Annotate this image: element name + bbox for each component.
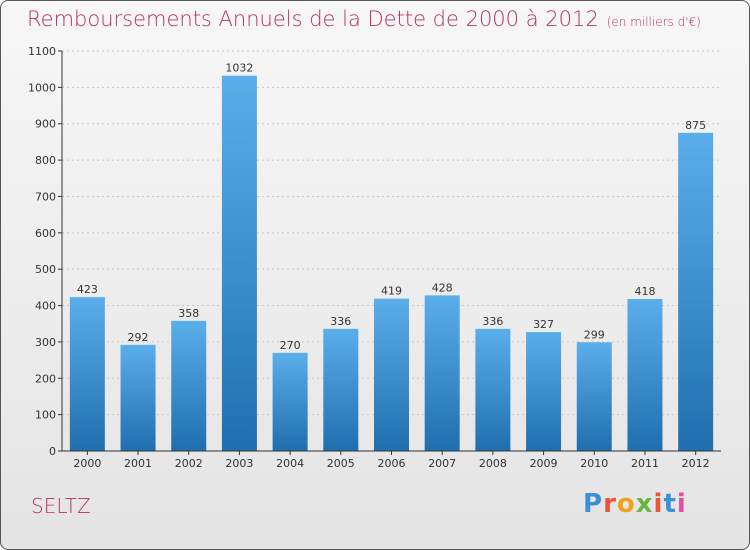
y-tick-label: 100 xyxy=(35,409,56,422)
bar-value-label: 292 xyxy=(128,331,149,344)
y-tick-label: 300 xyxy=(35,336,56,349)
logo-letter: o xyxy=(616,489,636,519)
commune-name: SELTZ xyxy=(31,494,91,518)
bar xyxy=(424,295,460,451)
y-tick-label: 700 xyxy=(35,190,56,203)
x-tick-label: 2006 xyxy=(378,457,406,470)
x-tick-label: 2008 xyxy=(479,457,507,470)
bar-value-label: 1032 xyxy=(225,62,253,75)
y-tick-label: 400 xyxy=(35,300,56,313)
bar xyxy=(323,328,359,451)
bar xyxy=(69,297,105,451)
bar xyxy=(627,299,663,451)
y-tick-label: 500 xyxy=(35,263,56,276)
bar-value-label: 423 xyxy=(77,283,98,296)
y-tick-label: 600 xyxy=(35,227,56,240)
x-tick-label: 2012 xyxy=(682,457,710,470)
bar xyxy=(120,344,156,451)
bar xyxy=(374,298,409,451)
x-tick-label: 2004 xyxy=(276,457,304,470)
bar-value-label: 336 xyxy=(482,315,503,328)
chart-title: Remboursements Annuels de la Dette de 20… xyxy=(27,7,701,31)
bar-value-label: 358 xyxy=(178,307,199,320)
bar-value-label: 875 xyxy=(685,119,706,132)
bar-value-label: 419 xyxy=(381,285,402,298)
y-tick-label: 1100 xyxy=(28,45,56,58)
x-tick-label: 2010 xyxy=(580,457,608,470)
chart-subtitle: (en milliers d'€) xyxy=(606,15,701,29)
x-tick-label: 2001 xyxy=(124,457,152,470)
bar-value-label: 336 xyxy=(330,315,351,328)
proxiti-logo: Proxiti xyxy=(583,489,687,519)
bars xyxy=(69,75,714,452)
x-tick-label: 2000 xyxy=(73,457,101,470)
y-tick-label: 200 xyxy=(35,372,56,385)
chart-title-text: Remboursements Annuels de la Dette de 20… xyxy=(27,7,599,31)
bar-value-label: 327 xyxy=(533,318,554,331)
x-tick-label: 2009 xyxy=(530,457,558,470)
bar xyxy=(576,342,612,451)
logo-letter: P xyxy=(583,489,604,519)
y-tick-label: 1000 xyxy=(28,81,56,94)
logo-letter: t xyxy=(663,489,677,519)
axes xyxy=(61,51,721,455)
logo-letter: i xyxy=(676,489,687,519)
x-tick-label: 2007 xyxy=(428,457,456,470)
x-tick-label: 2003 xyxy=(225,457,253,470)
bar-value-label: 428 xyxy=(432,281,453,294)
logo-letter: i xyxy=(653,489,664,519)
x-tick-label: 2011 xyxy=(631,457,659,470)
bar xyxy=(475,328,511,451)
bar xyxy=(171,320,207,451)
y-tick-label: 800 xyxy=(35,154,56,167)
bar-value-label: 270 xyxy=(280,339,301,352)
logo-letter: x xyxy=(635,489,654,519)
bar xyxy=(526,332,562,451)
x-tick-label: 2005 xyxy=(327,457,355,470)
y-tick-label: 900 xyxy=(35,118,56,131)
labels: 0 100 200 300 400 500 600 700 800 900 1000 1100 423 2… xyxy=(28,45,710,470)
y-tick-label: 0 xyxy=(49,445,56,458)
logo-letter: r xyxy=(603,489,617,519)
bar-value-label: 418 xyxy=(634,285,655,298)
x-tick-label: 2002 xyxy=(175,457,203,470)
bar xyxy=(221,75,257,452)
bar xyxy=(272,352,308,451)
bar-value-label: 299 xyxy=(584,328,605,341)
grid-lines xyxy=(58,50,721,452)
bar xyxy=(678,132,714,451)
